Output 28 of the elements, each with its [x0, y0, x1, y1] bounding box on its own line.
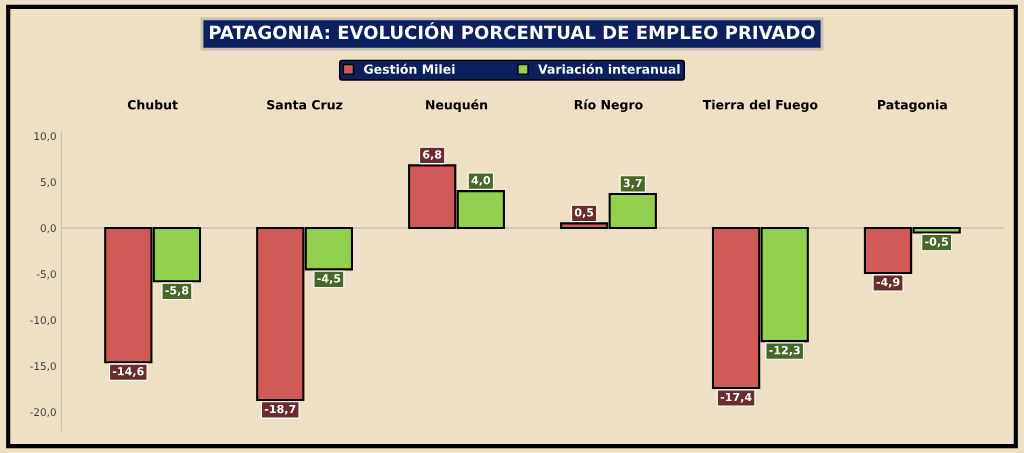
x-tick-label: Patagonia — [878, 99, 947, 112]
chart-title: PATAGONIA: EVOLUCIÓN PORCENTUAL DE EMPLEO PRIVADO — [209, 22, 815, 40]
data-label: -5,8 — [165, 286, 189, 296]
y-tick-label: 10,0 — [34, 132, 56, 142]
y-tick-label: -10,0 — [30, 316, 56, 326]
data-label: -12,3 — [769, 345, 800, 356]
data-label: -14,6 — [112, 367, 144, 377]
y-tick-label: -5,0 — [36, 270, 56, 280]
data-label: 4,0 — [471, 176, 491, 186]
data-label: -4,5 — [317, 274, 341, 284]
data-label: 6,8 — [423, 150, 442, 161]
data-label: -18,7 — [264, 404, 296, 415]
data-label: 0,5 — [574, 208, 594, 219]
x-tick-label: Santa Cruz — [267, 100, 343, 110]
legend-label: Gestión Milei — [364, 63, 455, 74]
legend-label: Variación interanual — [538, 63, 680, 74]
x-tick-label: Tierra del Fuego — [702, 99, 818, 112]
y-tick-label: -20,0 — [30, 408, 56, 418]
data-label: -4,9 — [876, 277, 900, 288]
data-label: -0,5 — [925, 237, 949, 248]
y-tick-label: 0,0 — [40, 224, 56, 234]
data-label: 3,7 — [623, 178, 642, 189]
y-tick-label: -15,0 — [30, 362, 56, 372]
x-tick-label: Río Negro — [574, 99, 643, 112]
y-tick-label: 5,0 — [40, 178, 56, 188]
data-label: -17,4 — [720, 392, 752, 403]
x-tick-label: Neuquén — [426, 99, 488, 112]
x-tick-label: Chubut — [127, 99, 178, 110]
